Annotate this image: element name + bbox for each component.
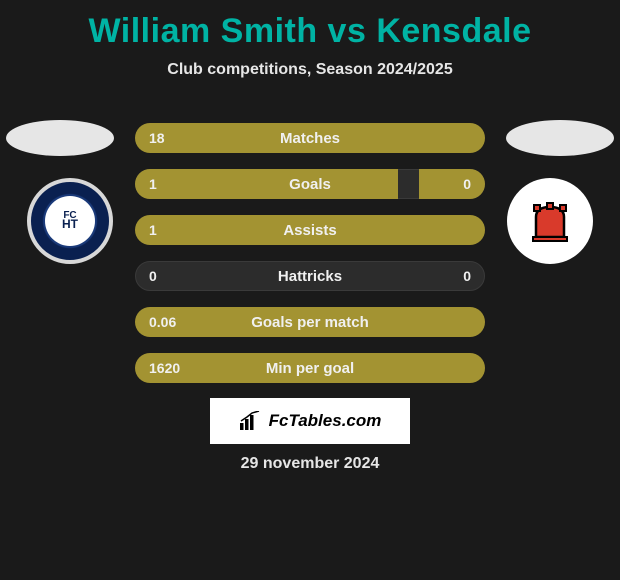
watermark-text: FcTables.com xyxy=(269,411,382,431)
stat-value-left: 18 xyxy=(149,130,165,146)
page-title: William Smith vs Kensdale xyxy=(0,0,620,51)
stat-row: 0.06 Goals per match xyxy=(135,307,485,337)
stat-value-left: 0 xyxy=(149,268,157,284)
player-right-silhouette xyxy=(506,120,614,156)
watermark: FcTables.com xyxy=(210,398,410,444)
stat-row: 1 Assists xyxy=(135,215,485,245)
stat-row: 0 Hattricks 0 xyxy=(135,261,485,291)
date-label: 29 november 2024 xyxy=(0,455,620,473)
stat-label: Assists xyxy=(283,222,336,239)
stats-chart: 18 Matches 1 Goals 0 1 Assists 0 Hattricks 0 0.06 G… xyxy=(135,123,485,399)
subtitle: Club competitions, Season 2024/2025 xyxy=(0,61,620,79)
stat-bar-right xyxy=(419,169,486,199)
stat-label: Goals per match xyxy=(251,314,369,331)
stat-row: 18 Matches xyxy=(135,123,485,153)
stat-value-left: 1 xyxy=(149,176,157,192)
badge-left-text: FCHT xyxy=(45,196,95,246)
player-left-silhouette xyxy=(6,120,114,156)
stat-label: Matches xyxy=(280,130,340,147)
stat-value-left: 1 xyxy=(149,222,157,238)
tower-badge-icon xyxy=(507,178,593,264)
stat-value-right: 0 xyxy=(463,268,471,284)
stat-row: 1 Goals 0 xyxy=(135,169,485,199)
stat-bar-left xyxy=(135,169,398,199)
stat-label: Hattricks xyxy=(278,268,342,285)
stat-value-right: 0 xyxy=(463,176,471,192)
stat-label: Goals xyxy=(289,176,331,193)
stat-row: 1620 Min per goal xyxy=(135,353,485,383)
chart-icon xyxy=(239,411,263,431)
stat-value-left: 1620 xyxy=(149,360,180,376)
halifax-town-badge-icon: FCHT xyxy=(27,178,113,264)
stat-value-left: 0.06 xyxy=(149,314,176,330)
stat-label: Min per goal xyxy=(266,360,354,377)
